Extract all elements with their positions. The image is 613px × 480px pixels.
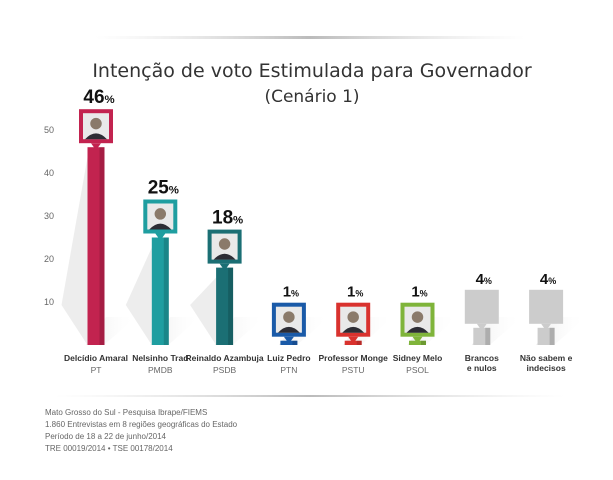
person-icon	[90, 117, 102, 130]
category-label: Sidney Melo	[393, 353, 443, 363]
value-label: 1	[347, 284, 355, 301]
category-label: Não sabem e	[520, 353, 573, 363]
percent-sign: %	[169, 185, 179, 197]
bar	[473, 327, 491, 345]
footer-line: Mato Grosso do Sul - Pesquisa Ibrape/FIE…	[45, 408, 207, 417]
footer-line: 1.860 Entrevistas em 8 regiões geográfic…	[45, 420, 238, 429]
candidate-group: 1 % Professor Monge PSTU	[318, 284, 394, 375]
value-label: 1	[411, 284, 419, 301]
candidate-group: 1 % Sidney Melo PSOL	[393, 284, 458, 375]
percent-sign: %	[420, 289, 428, 299]
person-icon	[85, 133, 107, 140]
category-label: Delcídio Amaral	[64, 353, 128, 363]
person-icon	[283, 311, 295, 323]
person-icon	[218, 238, 231, 250]
category-label: e nulos	[467, 363, 497, 373]
y-axis: 10 20 30 40 50	[44, 125, 54, 307]
person-icon	[347, 311, 359, 323]
party-label: PTN	[280, 365, 297, 375]
bar-side-shade	[356, 340, 362, 345]
bar-side-shade	[228, 267, 234, 345]
value-label: 18	[212, 208, 233, 229]
value-label: 4	[476, 271, 485, 288]
bar-shadow	[125, 247, 152, 345]
chart-subtitle: (Cenário 1)	[264, 87, 359, 107]
y-tick-label: 20	[44, 254, 54, 264]
bar-side-shade	[292, 340, 298, 345]
y-tick-label: 50	[44, 125, 54, 135]
bar-shadow	[190, 277, 217, 345]
bar	[87, 147, 105, 345]
bar	[537, 327, 555, 345]
value-label: 25	[148, 178, 170, 199]
party-label: PSDB	[213, 365, 236, 375]
person-icon	[406, 326, 429, 333]
bar-side-shade	[163, 237, 169, 345]
bar-side-shade	[485, 327, 491, 345]
top-divider	[95, 36, 525, 39]
percent-sign: %	[233, 215, 243, 227]
party-label: PMDB	[148, 365, 173, 375]
percent-sign: %	[104, 94, 114, 106]
percent-sign: %	[291, 289, 299, 299]
bar	[216, 267, 234, 345]
y-tick-label: 40	[44, 168, 54, 178]
frame-pointer	[412, 336, 423, 344]
category-label: Nelsinho Trad	[132, 353, 188, 363]
category-label: indecisos	[526, 363, 565, 373]
y-tick-label: 10	[44, 297, 54, 307]
bar	[151, 237, 169, 345]
photo-frame	[529, 289, 564, 324]
footer-line: TRE 00019/2014 • TSE 00178/2014	[45, 444, 173, 453]
candidate-group: 46 % Delcídio Amaral PT	[61, 87, 136, 375]
person-icon	[149, 223, 172, 230]
person-icon	[411, 311, 424, 323]
frame-pointer	[155, 233, 166, 241]
party-label: PSOL	[406, 365, 429, 375]
bar-side-shade	[549, 327, 555, 345]
category-label: Brancos	[465, 353, 499, 363]
footer: Mato Grosso do Sul - Pesquisa Ibrape/FIE…	[45, 408, 238, 453]
frame-pointer	[283, 336, 294, 344]
bar-side-shade	[421, 340, 426, 345]
frame-pointer	[219, 263, 230, 271]
bar-shadow	[61, 157, 88, 345]
value-label: 46	[83, 87, 104, 108]
bar-side-shade	[99, 147, 105, 345]
party-label: PSTU	[342, 365, 365, 375]
photo-frame	[464, 289, 499, 324]
person-icon	[213, 253, 236, 260]
person-icon	[277, 326, 300, 333]
footer-line: Período de 18 a 22 de junho/2014	[45, 432, 167, 441]
category-label: Reinaldo Azambuja	[186, 353, 264, 363]
frame-pointer	[348, 336, 359, 344]
value-label: 1	[283, 284, 291, 301]
category-label: Professor Monge	[318, 353, 388, 363]
percent-sign: %	[355, 289, 363, 299]
frame-pointer	[476, 323, 487, 331]
person-icon	[154, 208, 167, 220]
value-label: 4	[540, 271, 549, 288]
candidate-group: 18 % Reinaldo Azambuja PSDB	[186, 208, 265, 375]
candidate-group: 25 % Nelsinho Trad PMDB	[125, 178, 201, 375]
frame-pointer	[91, 143, 101, 151]
bars: 46 % Delcídio Amaral PT 25 % Nelsinho Trad PMDB…	[61, 87, 587, 375]
bottom-divider	[55, 395, 565, 397]
category-label: Luiz Pedro	[267, 353, 310, 363]
chart-title: Intenção de voto Estimulada para Governa…	[92, 60, 532, 82]
party-label: PT	[91, 365, 102, 375]
frame-pointer	[541, 323, 552, 331]
percent-sign: %	[484, 276, 492, 286]
person-icon	[342, 326, 365, 333]
candidate-group: 1 % Luiz Pedro PTN	[267, 284, 329, 375]
y-tick-label: 30	[44, 211, 54, 221]
percent-sign: %	[548, 276, 556, 286]
